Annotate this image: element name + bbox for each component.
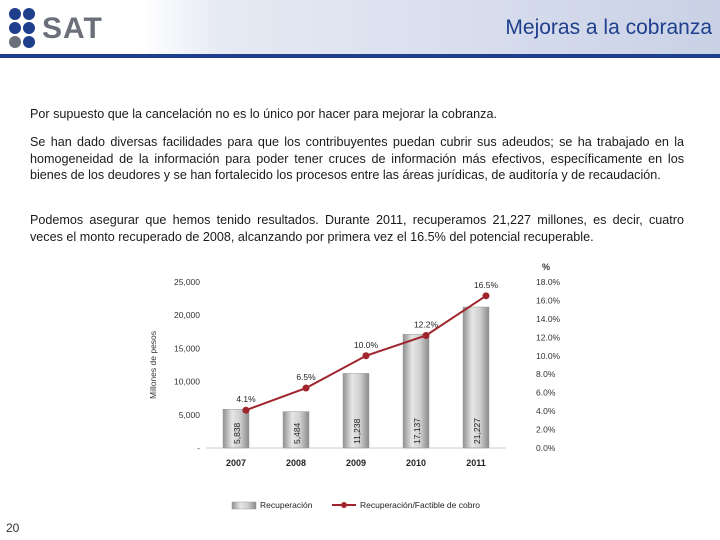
line-value-label: 12.2%	[414, 319, 439, 329]
y-tick-label: 25,000	[174, 277, 200, 287]
legend-swatch-marker	[341, 502, 347, 508]
logo-dot	[23, 8, 35, 20]
logo-dot	[23, 22, 35, 34]
logo-dot	[9, 36, 21, 48]
logo-dot	[9, 8, 21, 20]
legend-label: Recuperación	[260, 500, 313, 510]
paragraph: Por supuesto que la cancelación no es lo…	[30, 107, 497, 121]
line-point-2007	[242, 406, 250, 414]
y2-tick-label: 8.0%	[536, 369, 556, 379]
y2-tick-label: 12.0%	[536, 332, 561, 342]
bar-value-label: 17,137	[412, 418, 422, 444]
y-tick-label: 5,000	[179, 410, 201, 420]
line-value-label: 6.5%	[296, 372, 316, 382]
x-tick-label: 2008	[286, 458, 306, 468]
bar-value-label: 5,838	[232, 422, 242, 444]
paragraph: Podemos asegurar que hemos tenido result…	[30, 213, 684, 244]
header-rule	[0, 54, 720, 58]
y-tick-label: 10,000	[174, 377, 200, 387]
y2-tick-label: 10.0%	[536, 351, 561, 361]
y-tick-label: 20,000	[174, 310, 200, 320]
slide-title: Mejoras a la cobranza	[505, 16, 712, 39]
line-value-label: 10.0%	[354, 340, 379, 350]
y-tick-label: -	[197, 443, 200, 453]
y2-tick-label: 14.0%	[536, 314, 561, 324]
y2-tick-label: 16.0%	[536, 295, 561, 305]
paragraph: Se han dado diversas facilidades para qu…	[30, 135, 684, 182]
y2-tick-label: 4.0%	[536, 406, 556, 416]
y2-tick-label: 2.0%	[536, 425, 556, 435]
legend-label: Recuperación/Factible de cobro	[360, 500, 480, 510]
x-tick-label: 2007	[226, 458, 246, 468]
sat-logo: SAT	[9, 8, 103, 48]
header-bar	[0, 0, 720, 54]
legend-swatch-bar	[231, 501, 257, 510]
bar-value-label: 21,227	[472, 418, 482, 444]
y2-tick-label: 0.0%	[536, 443, 556, 453]
bar-value-label: 11,238	[352, 418, 362, 444]
line-point-2009	[362, 352, 370, 360]
x-tick-label: 2010	[406, 458, 426, 468]
logo-dot	[23, 36, 35, 48]
bar-2007	[222, 408, 250, 449]
line-value-label: 4.1%	[236, 394, 256, 404]
x-tick-label: 2011	[466, 458, 486, 468]
line-point-2010	[422, 331, 430, 339]
y-tick-label: 15,000	[174, 343, 200, 353]
x-tick-label: 2009	[346, 458, 366, 468]
line-value-label: 16.5%	[474, 280, 499, 290]
y2-tick-label: 18.0%	[536, 277, 561, 287]
y2-axis-title: %	[542, 262, 550, 272]
bar-2008	[282, 411, 310, 449]
slide-number: 20	[6, 521, 20, 535]
line-point-2011	[482, 292, 490, 300]
y-axis-title: Millones de pesos	[148, 331, 158, 399]
bar-value-label: 5,484	[292, 422, 302, 444]
recovery-chart: - 5,000 10,000 15,000 20,000 25,000 0.0% 2.0% 4.…	[148, 262, 561, 510]
logo-dot	[9, 22, 21, 34]
bar-2009	[342, 373, 370, 449]
line-point-2008	[302, 384, 310, 392]
logo-text: SAT	[42, 12, 103, 45]
y2-tick-label: 6.0%	[536, 388, 556, 398]
